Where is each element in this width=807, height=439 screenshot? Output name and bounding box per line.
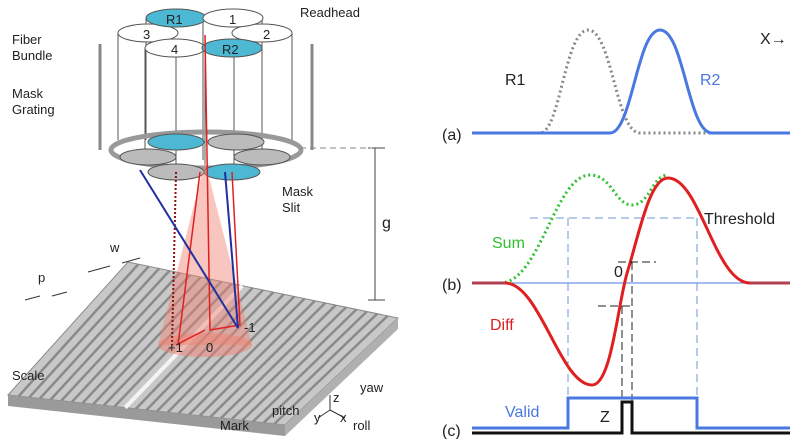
fiber-label: 1 — [229, 12, 236, 27]
zero-window — [598, 261, 656, 428]
diff-curve — [472, 176, 790, 387]
scale-groove — [92, 278, 212, 406]
panel-label: (b) — [442, 277, 462, 294]
zero-label: 0 — [614, 264, 623, 281]
signal-plots — [472, 28, 790, 435]
fiber-edges — [117, 18, 293, 165]
beam-spot — [158, 333, 252, 357]
scale-groove — [198, 299, 316, 417]
scale-groove — [17, 263, 140, 397]
axes-icon — [317, 395, 346, 419]
scale-groove — [81, 276, 202, 404]
panel-label: (a) — [442, 127, 462, 144]
mask-slit-label: Mask — [282, 184, 314, 199]
mask-slit-label: Slit — [282, 200, 300, 215]
threshold-label: Threshold — [704, 211, 775, 228]
scale-groove — [39, 267, 161, 400]
scale-groove — [273, 314, 389, 425]
scale-groove — [49, 269, 171, 401]
mask-grating-label: Mask — [12, 86, 44, 101]
pitch-markers — [24, 257, 141, 301]
scale-groove — [230, 306, 347, 421]
threshold-guides — [567, 218, 698, 400]
valid-signal — [472, 396, 790, 430]
fiber-bundle-label: Fiber — [12, 32, 42, 47]
scale-groove — [241, 308, 358, 422]
fiber-1 — [202, 8, 264, 28]
fiber-label: 3 — [143, 27, 150, 42]
r1-curve — [472, 28, 790, 135]
axis-label: z — [333, 390, 340, 405]
fiber-label: 2 — [263, 27, 270, 42]
order-label: -1 — [244, 320, 256, 335]
mask-2 — [233, 148, 291, 166]
width-label: w — [109, 240, 120, 255]
fiber-label: 4 — [171, 42, 178, 57]
order-ray — [171, 171, 177, 346]
r2-label: R2 — [700, 72, 721, 89]
fiber-label: R1 — [166, 12, 183, 27]
fiber-bundle-label: Bundle — [12, 48, 52, 63]
order-label: +1 — [168, 340, 183, 355]
scale-groove — [60, 271, 181, 402]
scale-label: Scale — [12, 368, 45, 383]
scale-groove — [188, 297, 306, 416]
mask-grating-label: Grating — [12, 102, 55, 117]
fiber-r2 — [201, 38, 263, 58]
diff-label: Diff — [490, 317, 514, 334]
bundle-wall — [98, 44, 314, 150]
mask-1 — [207, 133, 265, 151]
sum-curve — [499, 173, 669, 285]
fiber-label: R2 — [222, 42, 239, 57]
beam-cone — [158, 162, 252, 345]
axis-label: roll — [353, 418, 370, 433]
axis-label: x — [340, 410, 347, 425]
valid-label: Valid — [505, 404, 539, 421]
scale-groove — [71, 274, 192, 403]
mask-3 — [119, 148, 177, 166]
pitch-label: p — [38, 270, 45, 285]
scale-groove — [209, 302, 327, 418]
scale-groove — [252, 310, 368, 423]
scale-groove — [28, 265, 150, 399]
mark-label: Mark — [220, 418, 249, 433]
z-signal — [472, 400, 790, 435]
red-rays — [175, 34, 241, 346]
readhead-label: Readhead — [300, 5, 360, 20]
fiber-2 — [231, 23, 293, 43]
axis-label: yaw — [360, 380, 384, 395]
direction-label: X→ — [760, 31, 787, 48]
z-label: Z — [600, 409, 610, 426]
r1-label: R1 — [505, 72, 526, 89]
mask-r1 — [147, 133, 205, 151]
panel-label: (c) — [442, 423, 461, 439]
readhead-body — [98, 8, 314, 181]
order-label: 0 — [206, 340, 213, 355]
plate-front — [8, 395, 285, 436]
axis-label: pitch — [272, 403, 299, 418]
plate-side — [285, 318, 398, 436]
scale-groove — [177, 295, 296, 415]
fiber-3 — [117, 23, 179, 43]
gap-label: g — [382, 215, 391, 232]
axis-label: y — [314, 410, 321, 425]
blue-rays — [139, 169, 239, 329]
sum-label: Sum — [492, 235, 525, 252]
scale-groove — [262, 312, 379, 424]
r2-curve — [472, 28, 790, 135]
scale-groove — [220, 304, 337, 419]
